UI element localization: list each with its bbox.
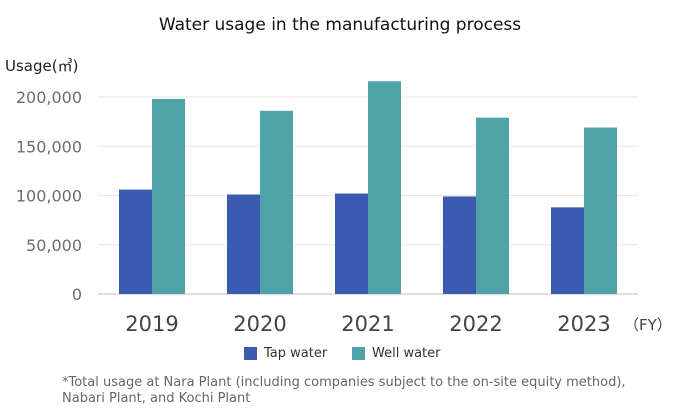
bar-tap-water-2019 xyxy=(119,189,152,294)
x-axis-unit: （FY） xyxy=(624,316,672,334)
legend-swatch-tap-water xyxy=(244,347,257,360)
x-tick-label: 2023 xyxy=(557,312,610,336)
legend-label-well-water: Well water xyxy=(372,346,441,361)
bar-well-water-2020 xyxy=(260,110,293,294)
chart-title: Water usage in the manufacturing process xyxy=(158,15,522,35)
y-tick-label: 0 xyxy=(72,285,82,304)
legend: Tap water Well water xyxy=(0,346,680,366)
bar-well-water-2019 xyxy=(152,98,185,294)
x-tick-label: 2022 xyxy=(449,312,502,336)
y-tick-label: 150,000 xyxy=(16,137,82,156)
bar-tap-water-2021 xyxy=(335,193,368,294)
x-tick-label: 2019 xyxy=(125,312,178,336)
bar-chart: 0 50,000 100,000 150,000 200,000 2019 2020 2021… xyxy=(16,81,672,336)
x-tick-label: 2021 xyxy=(341,312,394,336)
footnote-line-1: *Total usage at Nara Plant (including co… xyxy=(62,375,626,390)
bar-tap-water-2023 xyxy=(551,207,584,294)
y-axis-label: Usage(㎥) xyxy=(5,57,79,75)
bar-tap-water-2020 xyxy=(227,194,260,294)
y-tick-label: 100,000 xyxy=(16,187,82,206)
bar-well-water-2021 xyxy=(368,81,401,295)
legend-swatch-well-water xyxy=(352,347,365,360)
y-tick-label: 200,000 xyxy=(16,88,82,107)
bar-well-water-2022 xyxy=(476,117,509,294)
bar-well-water-2023 xyxy=(584,127,617,294)
legend-item-tap-water: Tap water xyxy=(244,346,327,361)
bar-tap-water-2022 xyxy=(443,196,476,294)
y-tick-label: 50,000 xyxy=(26,236,82,255)
footnote: *Total usage at Nara Plant (including co… xyxy=(62,375,662,407)
footnote-line-2: Nabari Plant, and Kochi Plant xyxy=(62,391,251,406)
x-tick-label: 2020 xyxy=(233,312,286,336)
legend-item-well-water: Well water xyxy=(352,346,441,361)
legend-label-tap-water: Tap water xyxy=(264,346,328,361)
